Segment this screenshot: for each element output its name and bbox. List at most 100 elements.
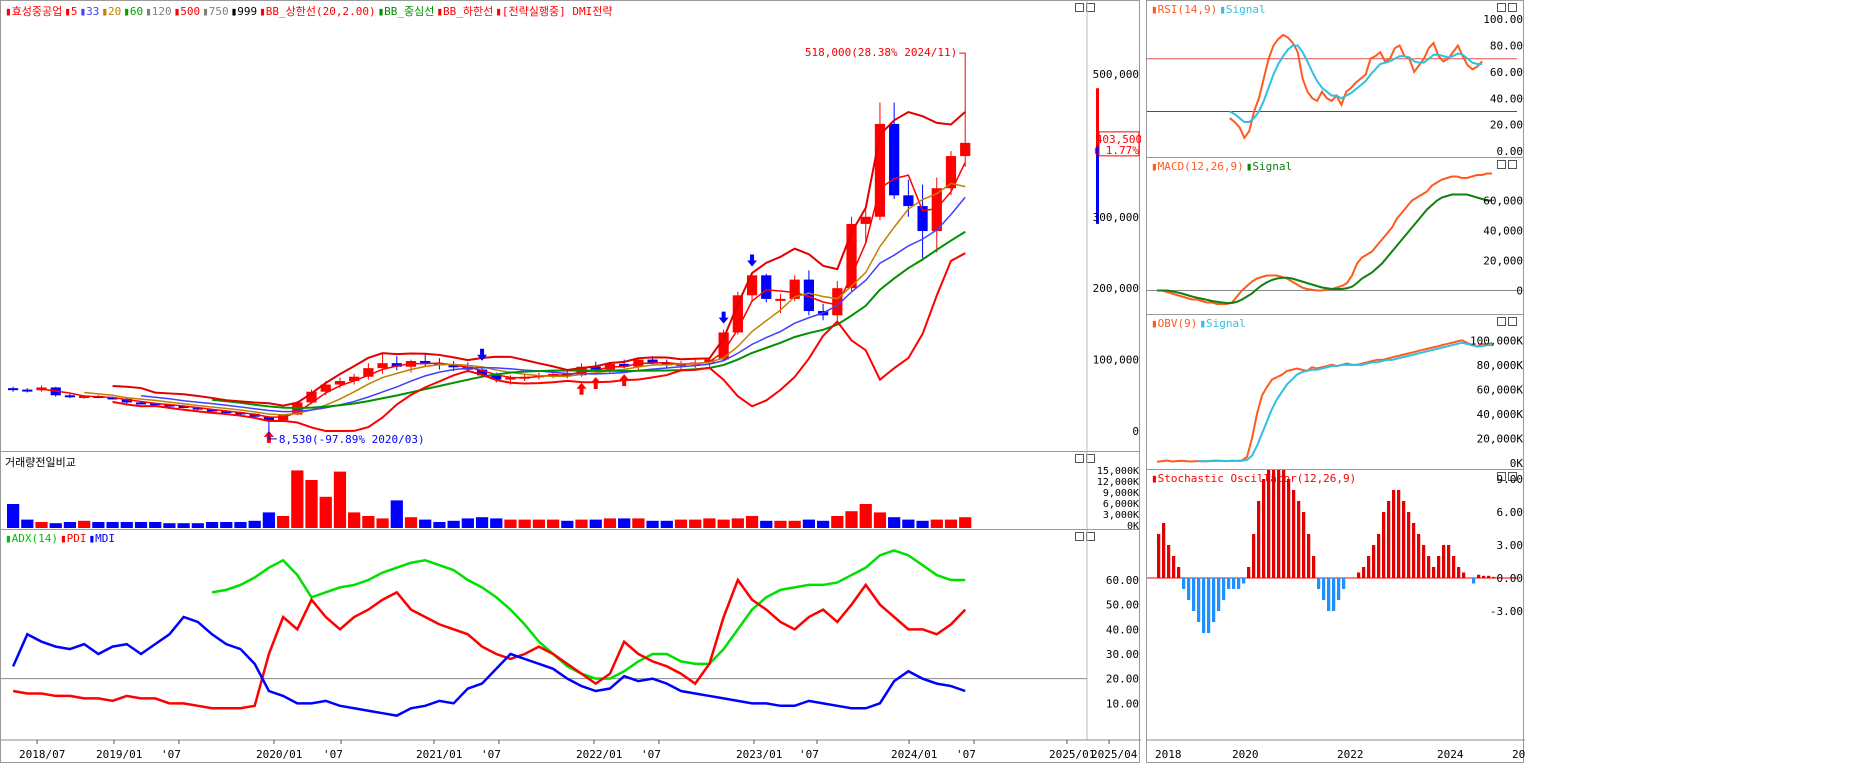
y-tick-label: 100.00 bbox=[1483, 13, 1523, 26]
legend-item: ▮효성중공업 bbox=[5, 5, 63, 18]
stoch-bar bbox=[1302, 512, 1306, 578]
candle-body bbox=[803, 279, 815, 312]
y-tick-label: 500,000 bbox=[1093, 68, 1139, 81]
y-tick-label: 80.00 bbox=[1490, 40, 1523, 53]
buy-arrow-icon bbox=[590, 377, 601, 390]
y-tick-label: 300,000 bbox=[1093, 211, 1139, 224]
volume-bar bbox=[888, 517, 901, 528]
y-tick-label: 0K bbox=[1127, 521, 1139, 531]
candle-body bbox=[221, 411, 232, 414]
candle-body bbox=[505, 377, 516, 380]
rsi-panel: ▮RSI(14,9) ▮Signal 100.00 80.00 60.00 40.00 2… bbox=[1146, 0, 1524, 158]
volume-bar bbox=[433, 522, 446, 528]
maximize-icon[interactable] bbox=[1508, 317, 1517, 326]
stoch-bar bbox=[1237, 578, 1241, 589]
legend-item: ▮120 bbox=[145, 5, 172, 18]
maximize-icon[interactable] bbox=[1508, 3, 1517, 12]
stoch-bar bbox=[1482, 575, 1486, 578]
stoch-bar bbox=[1207, 578, 1211, 633]
minimize-icon[interactable] bbox=[1075, 3, 1084, 12]
y-tick-label: 9.00 bbox=[1497, 473, 1524, 486]
stoch-bar bbox=[1182, 578, 1186, 589]
macd-signal-line bbox=[1157, 193, 1492, 304]
volume-bar bbox=[78, 520, 91, 528]
candle-body bbox=[349, 376, 360, 382]
volume-bar bbox=[859, 504, 872, 528]
legend-item: ▮5 bbox=[64, 5, 78, 18]
volume-bar bbox=[760, 520, 773, 528]
candle-body bbox=[121, 398, 132, 403]
legend-item: ▮MDI bbox=[88, 532, 115, 545]
volume-bar bbox=[788, 520, 801, 528]
candle-body bbox=[704, 359, 715, 363]
legend-item: ▮60 bbox=[123, 5, 144, 18]
legend-item: ▮ADX(14) bbox=[5, 532, 58, 545]
stoch-bar bbox=[1297, 501, 1301, 578]
y-tick-label: -3.00 bbox=[1490, 605, 1523, 618]
y-tick-label: 60.00 bbox=[1490, 66, 1523, 79]
volume-bar bbox=[92, 522, 105, 528]
candle-body bbox=[619, 363, 630, 367]
candle-body bbox=[178, 406, 189, 409]
stoch-bar bbox=[1402, 501, 1406, 578]
y-tick-label: 50.00 bbox=[1106, 599, 1139, 612]
y-tick-label: 0.00 bbox=[1497, 145, 1524, 158]
volume-bar bbox=[262, 512, 276, 528]
minimize-icon[interactable] bbox=[1497, 160, 1506, 169]
stoch-bar bbox=[1447, 545, 1451, 578]
candle-body bbox=[846, 223, 857, 289]
minimize-icon[interactable] bbox=[1075, 532, 1084, 541]
stoch-legend: ▮Stochastic Oscillator(12,26,9) bbox=[1151, 472, 1358, 485]
volume-bar bbox=[689, 519, 702, 528]
volume-bar bbox=[745, 516, 759, 528]
minimize-icon[interactable] bbox=[1497, 472, 1506, 481]
stoch-bar bbox=[1367, 556, 1371, 578]
candle-body bbox=[889, 123, 900, 196]
rsi-legend: ▮RSI(14,9) ▮Signal bbox=[1151, 3, 1268, 16]
legend-item: ▮Signal bbox=[1219, 3, 1266, 16]
maximize-icon[interactable] bbox=[1508, 160, 1517, 169]
candle-body bbox=[107, 397, 118, 400]
volume-bar bbox=[461, 518, 474, 528]
x-tick-label: '07 bbox=[481, 748, 501, 761]
minimize-icon[interactable] bbox=[1497, 317, 1506, 326]
candle-body bbox=[64, 395, 76, 398]
x-tick-label: 2019/01 bbox=[96, 748, 142, 761]
stoch-bar bbox=[1232, 578, 1236, 589]
volume-bar bbox=[575, 519, 588, 528]
stoch-bar bbox=[1442, 545, 1446, 578]
candle-body bbox=[206, 409, 218, 412]
pdi-line bbox=[12, 577, 967, 710]
candle-body bbox=[732, 295, 743, 333]
stoch-bar bbox=[1327, 578, 1331, 611]
legend-item: ▮Signal bbox=[1199, 317, 1246, 330]
minimize-icon[interactable] bbox=[1497, 3, 1506, 12]
volume-bar bbox=[319, 496, 332, 528]
candle-body bbox=[306, 391, 317, 403]
stoch-bar bbox=[1322, 578, 1326, 600]
volume-bar bbox=[191, 523, 204, 528]
stoch-bar bbox=[1317, 578, 1321, 589]
stoch-bar bbox=[1202, 578, 1206, 633]
volume-bar bbox=[646, 520, 659, 528]
volume-bar bbox=[959, 517, 972, 528]
volume-bar bbox=[632, 518, 645, 528]
candle-body bbox=[718, 332, 729, 360]
y-tick-label: 0.00 bbox=[1497, 572, 1524, 585]
stoch-bar bbox=[1387, 501, 1391, 578]
bb-upper-line bbox=[112, 110, 966, 407]
stoch-bar bbox=[1272, 470, 1276, 578]
volume-bar bbox=[831, 516, 844, 528]
volume-bar bbox=[589, 519, 602, 528]
legend-item: ▮PDI bbox=[59, 532, 87, 545]
price-legend: ▮효성중공업 ▮5 ▮33 ▮20 ▮60 ▮120 ▮500 ▮750 ▮999 ▮BB_상한선… bbox=[5, 3, 614, 19]
stoch-bar bbox=[1492, 576, 1496, 578]
x-tick-label: 2023/01 bbox=[736, 748, 782, 761]
minimize-icon[interactable] bbox=[1075, 454, 1084, 463]
stoch-bar bbox=[1292, 490, 1296, 578]
stoch-chart: 9.00 6.00 3.00 0.00 -3.00 2018 2020 2022 2024 202… bbox=[1147, 470, 1525, 761]
price-panel: ▮효성중공업 ▮5 ▮33 ▮20 ▮60 ▮120 ▮500 ▮750 ▮999 ▮BB_상한선… bbox=[0, 0, 1141, 453]
stoch-bar bbox=[1212, 578, 1216, 622]
maximize-icon[interactable] bbox=[1508, 472, 1517, 481]
candle-body bbox=[22, 389, 33, 392]
